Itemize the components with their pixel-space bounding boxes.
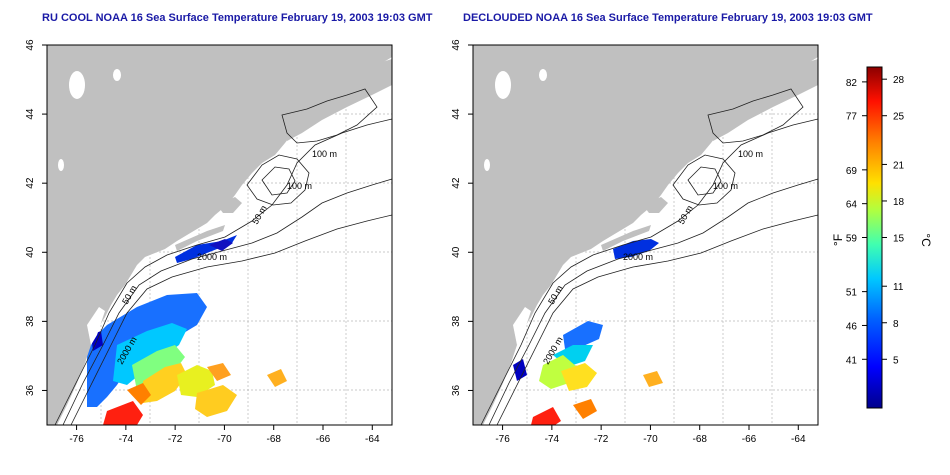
contour-label: 2000 m [623,252,653,262]
contour-label: 2000 m [197,252,227,262]
left-axes: -76 -74 -72 -70 -68 -66 -64 46 44 42 40 38 36 [25,39,380,445]
right-axes: -76 -74 -72 -70 -68 -66 -64 46 44 42 40 38 36 [451,39,806,445]
y-tick-label: 38 [451,315,462,327]
left-map-title: RU COOL NOAA 16 Sea Surface Temperature … [42,12,433,24]
x-tick-label: -76 [495,434,510,445]
x-tick-label: -68 [266,434,281,445]
colorbar-gradient [866,66,883,409]
y-tick-label: 46 [451,39,462,51]
celsius-tick-label: 11 [893,282,904,293]
celsius-tick-label: 18 [893,197,905,208]
celsius-tick-label: 8 [893,319,899,330]
fahrenheit-tick-label: 69 [846,166,858,177]
x-tick-label: -64 [365,434,380,445]
x-tick-label: -74 [545,434,560,445]
x-tick-label: -66 [316,434,331,445]
y-tick-label: 42 [451,177,462,189]
celsius-tick-label: 15 [893,234,905,245]
y-tick-label: 36 [25,384,36,396]
x-tick-label: -72 [168,434,183,445]
y-tick-label: 44 [25,108,36,120]
x-tick-label: -76 [69,434,84,445]
right-map: 100 m 100 m 50 m 2000 m 50 m 2000 m [472,44,819,426]
x-tick-label: -64 [791,434,806,445]
y-tick-label: 44 [451,108,462,120]
y-tick-label: 36 [451,384,462,396]
x-tick-label: -74 [119,434,134,445]
contour-label: 100 m [287,181,312,191]
celsius-axis-label: °C [919,233,933,247]
y-tick-label: 42 [25,177,36,189]
left-map: 100 m 100 m 50 m 2000 m 50 m 2000 m [46,44,393,426]
colorbar: 28 25 21 18 15 11 8 5 82 77 69 64 59 51 46 41 °F °C [831,66,933,409]
y-tick-label: 40 [25,246,36,258]
x-tick-label: -72 [594,434,609,445]
contour-label: 100 m [738,149,763,159]
right-sst-field [513,239,663,425]
y-tick-label: 38 [25,315,36,327]
celsius-tick-label: 25 [893,112,905,123]
x-tick-label: -70 [643,434,658,445]
fahrenheit-tick-label: 82 [846,78,858,89]
left-sst-field [87,235,287,425]
fahrenheit-tick-label: 59 [846,234,858,245]
contour-label: 100 m [312,149,337,159]
fahrenheit-tick-label: 46 [846,321,858,332]
celsius-tick-label: 28 [893,75,905,86]
celsius-tick-label: 21 [893,160,905,171]
y-tick-label: 46 [25,39,36,51]
fahrenheit-tick-label: 64 [846,200,858,211]
fahrenheit-tick-label: 77 [846,112,858,123]
right-map-title: DECLOUDED NOAA 16 Sea Surface Temperatur… [463,12,873,24]
x-tick-label: -68 [692,434,707,445]
celsius-tick-label: 5 [893,355,899,366]
x-tick-label: -66 [742,434,757,445]
x-tick-label: -70 [217,434,232,445]
fahrenheit-tick-label: 41 [846,355,858,366]
contour-label: 100 m [713,181,738,191]
y-tick-label: 40 [451,246,462,258]
fahrenheit-tick-label: 51 [846,288,858,299]
fahrenheit-axis-label: °F [831,234,845,246]
